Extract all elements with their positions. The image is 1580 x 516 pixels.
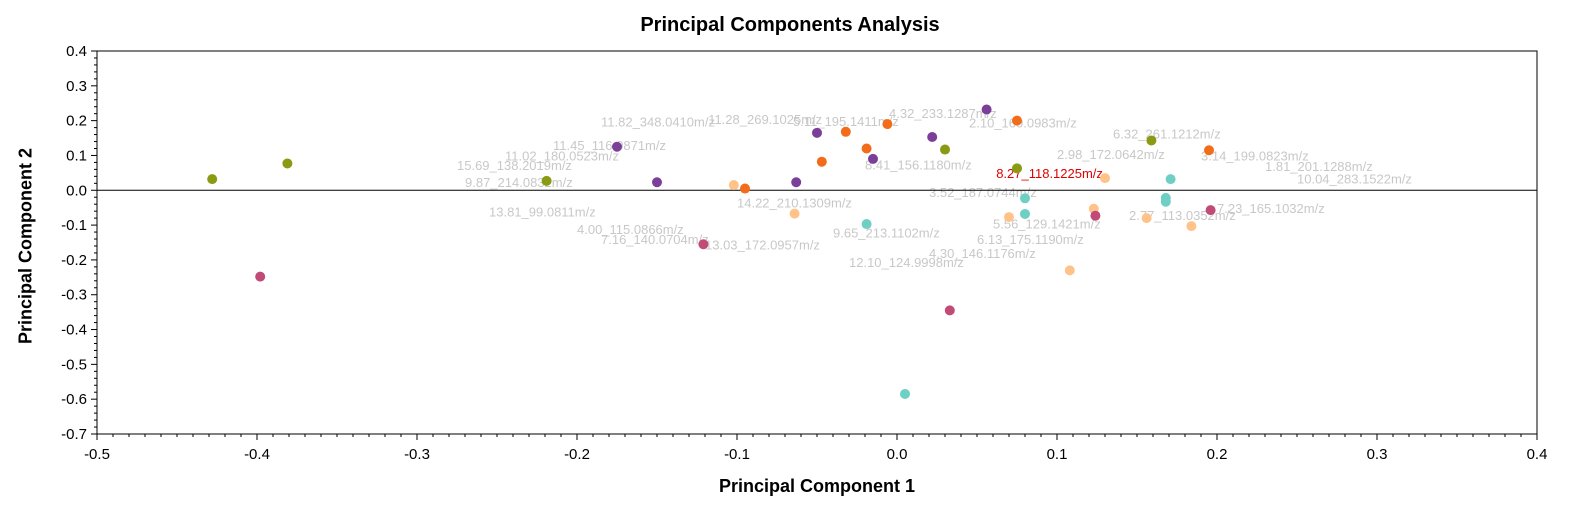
score-point bbox=[882, 119, 893, 130]
loading-label: 13.03_172.0957m/z bbox=[705, 237, 820, 252]
loading-label: 4.30_146.1176m/z bbox=[929, 246, 1036, 261]
loading-label: 5.11_195.1411m/z bbox=[793, 114, 899, 129]
loading-label: 7.23_165.1032m/z bbox=[1217, 201, 1325, 216]
loading-label: 2.10_160.0983m/z bbox=[969, 116, 1077, 131]
loading-label: 3.52_187.0744m/z bbox=[929, 185, 1037, 200]
score-point bbox=[1205, 205, 1216, 216]
x-tick-label: 0.0 bbox=[887, 446, 908, 463]
loading-label: 6.32_261.1212m/z bbox=[1113, 127, 1221, 142]
loading-label: 5.56_129.1421m/z bbox=[993, 217, 1101, 232]
score-point bbox=[541, 175, 552, 186]
score-point bbox=[728, 180, 739, 191]
score-point bbox=[1020, 208, 1030, 219]
y-tick-label: -0.4 bbox=[61, 322, 87, 339]
score-point bbox=[944, 305, 955, 316]
y-tick-label: 0.0 bbox=[66, 182, 87, 199]
score-point bbox=[861, 143, 872, 154]
score-point bbox=[612, 141, 622, 152]
loading-label: 9.87_214.0832m/z bbox=[465, 175, 573, 190]
loading-label: 11.45_116.0871m/z bbox=[553, 138, 666, 153]
loading-label: 4.00_115.0866m/z bbox=[577, 222, 684, 237]
loading-label: 11.28_269.1025m/z bbox=[708, 112, 822, 127]
score-point bbox=[1165, 174, 1176, 185]
score-point bbox=[868, 153, 878, 164]
loading-label: 4.32_233.1287m/z bbox=[889, 106, 997, 121]
score-point bbox=[1204, 145, 1214, 156]
score-point bbox=[1160, 196, 1171, 207]
loading-label: 2.98_172.0642m/z bbox=[1057, 147, 1165, 162]
score-point bbox=[812, 127, 822, 138]
y-tick-label: -0.2 bbox=[61, 252, 87, 269]
y-tick-label: 0.2 bbox=[66, 113, 87, 130]
loading-label: 9.65_213.1102m/z bbox=[833, 225, 940, 240]
loading-label: 7.16_140.0704m/z bbox=[601, 232, 709, 247]
score-point bbox=[1146, 135, 1157, 146]
score-point bbox=[698, 239, 709, 250]
score-point bbox=[1186, 221, 1197, 232]
loading-label: 6.13_175.1190m/z bbox=[977, 232, 1084, 247]
x-tick-label: 0.1 bbox=[1047, 446, 1068, 463]
score-point bbox=[1100, 173, 1110, 184]
score-point bbox=[1090, 210, 1101, 221]
y-tick-label: -0.3 bbox=[61, 287, 87, 304]
loading-label: 11.02_180.0523m/z bbox=[505, 149, 619, 164]
loading-label: 10.04_283.1522m/z bbox=[1297, 171, 1412, 186]
x-tick-label: -0.3 bbox=[404, 446, 430, 463]
loading-label: 14.22_210.1309m/z bbox=[737, 196, 852, 211]
score-points bbox=[207, 104, 1216, 399]
score-point bbox=[900, 388, 910, 399]
loading-label: 12.10_124.9998m/z bbox=[849, 255, 964, 270]
score-point bbox=[940, 144, 950, 155]
axes: -0.5 -0.4 -0.3 -0.2 -0.1 0.0 0.1 0.2 0.3 0.4 0.4 0.… bbox=[61, 43, 1547, 463]
score-point bbox=[981, 104, 992, 115]
score-point bbox=[740, 183, 750, 194]
y-tick-label: -0.6 bbox=[61, 391, 87, 408]
score-point bbox=[816, 156, 827, 167]
loadings-label-cloud: 11.82_348.0410m/z11.28_269.1025m/z5.11_1… bbox=[457, 106, 1412, 270]
y-tick-label: -0.1 bbox=[61, 217, 87, 234]
x-tick-label: -0.4 bbox=[244, 446, 270, 463]
score-point bbox=[1012, 115, 1022, 126]
x-tick-label: 0.2 bbox=[1207, 446, 1228, 463]
score-point bbox=[1141, 213, 1152, 224]
y-tick-label: 0.4 bbox=[66, 43, 87, 60]
score-point bbox=[1064, 265, 1075, 276]
loading-label: 8.41_156.1180m/z bbox=[865, 157, 972, 172]
score-point bbox=[207, 174, 218, 185]
loading-label: 1.81_201.1288m/z bbox=[1265, 159, 1373, 174]
highlighted-loading-label: 8.27_118.1225m/z bbox=[996, 166, 1103, 181]
score-point bbox=[255, 271, 266, 282]
x-tick-label: -0.1 bbox=[724, 446, 750, 463]
loading-label: 13.81_99.0811m/z bbox=[489, 204, 596, 219]
y-tick-label: -0.5 bbox=[61, 356, 87, 373]
x-tick-label: -0.5 bbox=[84, 446, 110, 463]
loading-label: 15.69_138.2019m/z bbox=[457, 158, 572, 173]
score-point bbox=[927, 132, 938, 143]
score-point bbox=[652, 177, 662, 188]
x-tick-label: 0.4 bbox=[1527, 446, 1548, 463]
chart-title: Principal Components Analysis bbox=[640, 14, 940, 36]
y-tick-label: 0.1 bbox=[66, 147, 87, 164]
y-tick-label: 0.3 bbox=[66, 78, 87, 95]
score-point bbox=[1012, 163, 1022, 174]
score-point bbox=[861, 219, 872, 230]
score-point bbox=[840, 126, 851, 137]
score-point bbox=[789, 208, 800, 219]
x-axis-label: Principal Component 1 bbox=[718, 476, 916, 496]
y-tick-label: -0.7 bbox=[61, 426, 87, 443]
score-point bbox=[791, 177, 802, 188]
x-tick-label: -0.2 bbox=[564, 446, 590, 463]
x-tick-label: 0.3 bbox=[1367, 446, 1388, 463]
highlight-layer: 8.27_118.1225m/z bbox=[996, 166, 1103, 181]
score-point bbox=[1004, 212, 1014, 223]
score-point bbox=[282, 158, 293, 169]
loading-label: 3.14_199.0823m/z bbox=[1201, 149, 1309, 164]
loading-label: 11.82_348.0410m/z bbox=[601, 115, 715, 130]
score-point bbox=[1020, 193, 1030, 204]
